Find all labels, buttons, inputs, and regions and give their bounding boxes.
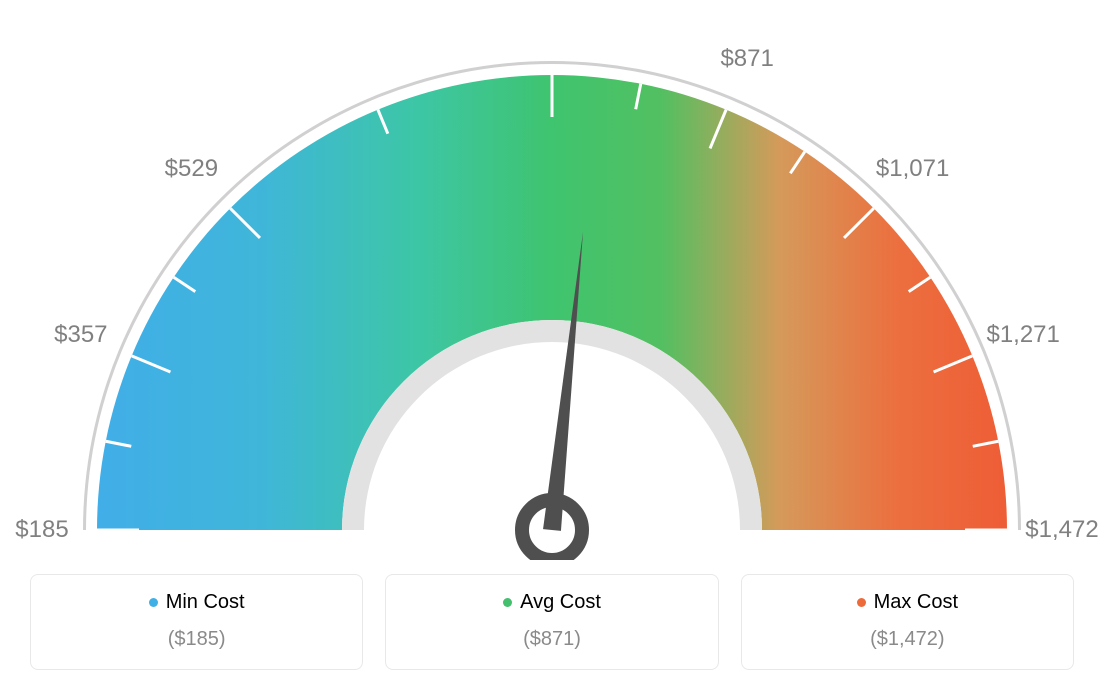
legend-title-avg: Avg Cost: [503, 591, 601, 614]
legend-title-min: Min Cost: [149, 591, 245, 614]
legend-dot-avg: [503, 598, 512, 607]
legend-row: Min Cost ($185) Avg Cost ($871) Max Cost…: [30, 574, 1074, 670]
gauge-tick-label: $871: [720, 45, 773, 73]
cost-gauge-container: $185 $357 $529 $871 $1,071 $1,271 $1,472 Min C…: [0, 0, 1104, 690]
legend-card-max: Max Cost ($1,472): [741, 574, 1074, 670]
legend-dot-min: [149, 598, 158, 607]
legend-dot-max: [857, 598, 866, 607]
gauge-tick-label: $1,071: [876, 155, 949, 183]
legend-card-avg: Avg Cost ($871): [385, 574, 718, 670]
legend-value-min: ($185): [41, 628, 352, 651]
legend-label-max: Max Cost: [874, 591, 958, 614]
legend-label-avg: Avg Cost: [520, 591, 601, 614]
gauge-tick-label: $357: [54, 321, 107, 349]
gauge-chart: [0, 0, 1104, 560]
gauge-tick-label: $1,271: [986, 321, 1059, 349]
gauge-tick-label: $185: [15, 516, 68, 544]
gauge-area: $185 $357 $529 $871 $1,071 $1,271 $1,472: [0, 0, 1104, 560]
legend-card-min: Min Cost ($185): [30, 574, 363, 670]
legend-value-max: ($1,472): [752, 628, 1063, 651]
legend-value-avg: ($871): [396, 628, 707, 651]
legend-title-max: Max Cost: [857, 591, 958, 614]
legend-label-min: Min Cost: [166, 591, 245, 614]
gauge-tick-label: $1,472: [1025, 516, 1098, 544]
gauge-tick-label: $529: [165, 155, 218, 183]
